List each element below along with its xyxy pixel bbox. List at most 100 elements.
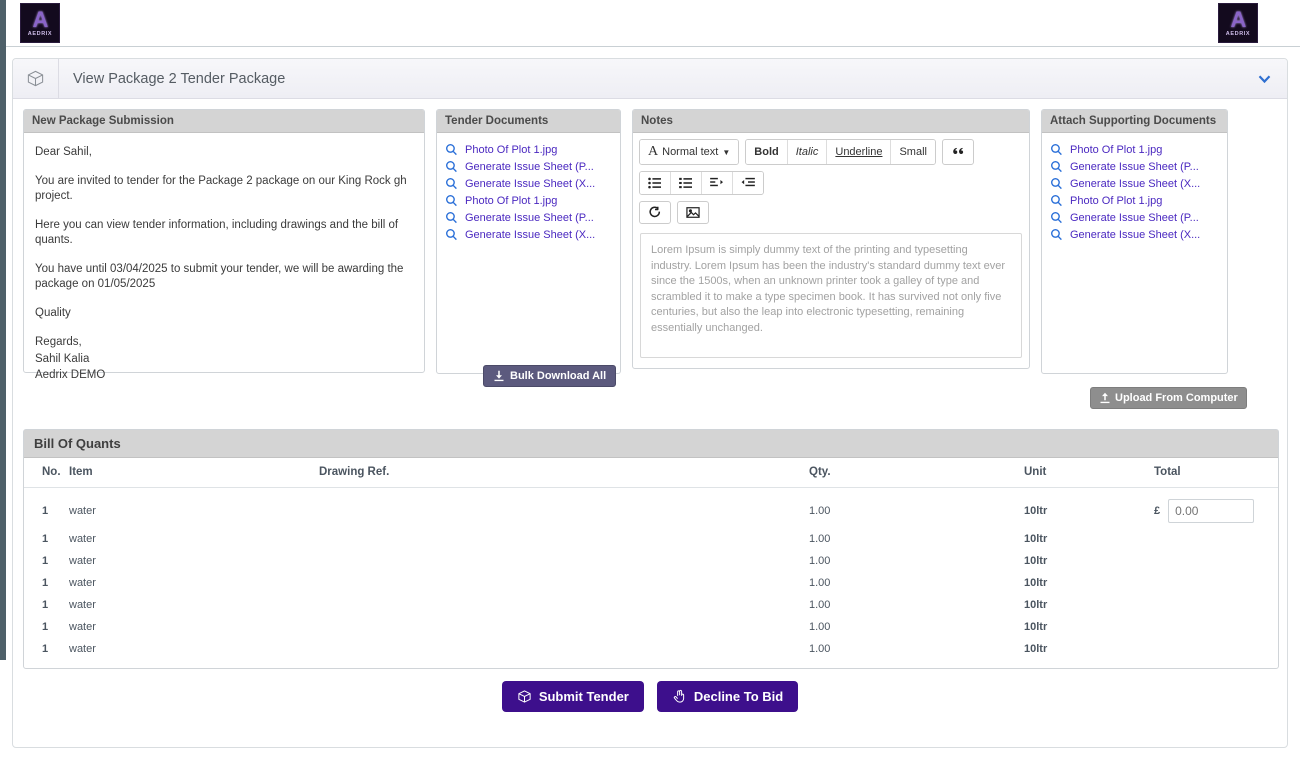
cell-no: 1 (42, 621, 49, 633)
editor-toolbar: A Normal text ▼ Bold Italic Underline Sm… (633, 133, 1029, 195)
document-name: Generate Issue Sheet (P... (465, 211, 594, 224)
list-item[interactable]: Generate Issue Sheet (P... (441, 158, 616, 175)
table-row: 1 water 1.00 10ltr £ (24, 488, 1278, 529)
signoff-name: Sahil Kalia (35, 352, 90, 365)
list-item[interactable]: Photo Of Plot 1.jpg (441, 141, 616, 158)
cell-qty: 1.00 (809, 577, 831, 589)
table-row: 1 water 1.00 10ltr (24, 594, 1278, 616)
submission-line-3: You have until 03/04/2025 to submit your… (35, 262, 404, 291)
list-item[interactable]: Photo Of Plot 1.jpg (441, 192, 616, 209)
font-size-icon: A (648, 144, 659, 159)
brand-logo-left: A AEDRIX (20, 3, 60, 43)
cell-drawing-ref (319, 550, 809, 572)
caret-down-icon: ▼ (722, 147, 731, 157)
attach-supporting-documents-panel: Attach Supporting Documents Photo Of Plo… (1041, 109, 1247, 409)
list-item[interactable]: Generate Issue Sheet (P... (441, 209, 616, 226)
bill-of-quants-panel: Bill Of Quants No. Item Drawing Ref. Qty… (23, 429, 1279, 669)
bulk-download-label: Bulk Download All (510, 370, 607, 382)
image-icon[interactable] (677, 201, 709, 224)
upload-icon (1099, 392, 1111, 404)
panel-title: Attach Supporting Documents (1042, 110, 1227, 133)
decline-to-bid-button[interactable]: Decline To Bid (656, 681, 799, 712)
text-style-label: Normal text (662, 146, 719, 158)
submission-body: Dear Sahil, You are invited to tender fo… (24, 133, 424, 396)
decline-to-bid-label: Decline To Bid (693, 689, 784, 704)
cell-qty: 1.00 (809, 621, 831, 633)
cell-no: 1 (42, 643, 49, 655)
magnifier-icon (1050, 211, 1063, 224)
cell-item: water (69, 533, 96, 545)
panel-title: New Package Submission (24, 110, 424, 133)
column-header-drawing-ref: Drawing Ref. (319, 458, 809, 488)
chevron-down-icon[interactable] (1258, 74, 1271, 83)
outdent-icon[interactable] (733, 172, 763, 194)
signoff-regards: Regards, (35, 336, 82, 349)
cell-qty: 1.00 (809, 643, 831, 655)
column-header-qty: Qty. (809, 458, 1024, 488)
cell-unit: 10ltr (1024, 577, 1048, 589)
link-redo-icon[interactable] (639, 201, 671, 224)
card-header[interactable]: View Package 2 Tender Package (13, 59, 1287, 99)
magnifier-icon (1050, 228, 1063, 241)
cell-no: 1 (42, 533, 49, 545)
text-style-select[interactable]: A Normal text ▼ (640, 140, 739, 164)
magnifier-icon (445, 177, 458, 190)
table-row: 1 water 1.00 10ltr (24, 528, 1278, 550)
magnifier-icon (445, 228, 458, 241)
currency-symbol: £ (1154, 505, 1161, 517)
tender-documents-list: Photo Of Plot 1.jpg Generate Issue Sheet… (437, 133, 620, 243)
list-item[interactable]: Generate Issue Sheet (X... (441, 175, 616, 192)
cell-no: 1 (42, 505, 49, 517)
page-title: View Package 2 Tender Package (73, 70, 286, 87)
table-row: 1 water 1.00 10ltr (24, 572, 1278, 594)
page-edge-strip (0, 0, 6, 660)
total-input[interactable] (1168, 499, 1255, 523)
download-icon (493, 370, 505, 382)
cell-drawing-ref (319, 638, 809, 660)
cell-item: water (69, 621, 96, 633)
submit-tender-button[interactable]: Submit Tender (501, 681, 644, 712)
cell-drawing-ref (319, 528, 809, 550)
list-item[interactable]: Photo Of Plot 1.jpg (1046, 192, 1223, 209)
cell-total: £ (1154, 488, 1278, 529)
cell-qty: 1.00 (809, 599, 831, 611)
logo-mark: A (1230, 6, 1247, 32)
cell-total (1154, 594, 1278, 616)
submission-signoff: Regards, Sahil Kalia Aedrix DEMO (35, 334, 413, 384)
package-box-icon (517, 689, 532, 704)
list-item[interactable]: Photo Of Plot 1.jpg (1046, 141, 1223, 158)
magnifier-icon (1050, 143, 1063, 156)
numbered-list-icon[interactable] (671, 172, 702, 194)
underline-button[interactable]: Underline (827, 140, 892, 164)
list-item[interactable]: Generate Issue Sheet (P... (1046, 209, 1223, 226)
bullet-list-icon[interactable] (640, 172, 671, 194)
notes-text-area[interactable]: Lorem Ipsum is simply dummy text of the … (640, 233, 1022, 358)
list-item[interactable]: Generate Issue Sheet (X... (1046, 226, 1223, 243)
magnifier-icon (1050, 160, 1063, 173)
magnifier-icon (445, 211, 458, 224)
document-name: Generate Issue Sheet (P... (1070, 160, 1199, 173)
italic-button[interactable]: Italic (787, 140, 828, 164)
magnifier-icon (445, 143, 458, 156)
list-item[interactable]: Generate Issue Sheet (P... (1046, 158, 1223, 175)
magnifier-icon (1050, 177, 1063, 190)
cell-total (1154, 550, 1278, 572)
blockquote-icon[interactable] (941, 139, 974, 165)
cell-item: water (69, 577, 96, 589)
upload-from-computer-button[interactable]: Upload From Computer (1090, 387, 1247, 409)
indent-icon[interactable] (702, 172, 733, 194)
panel-title: Notes (633, 110, 1029, 133)
list-item[interactable]: Generate Issue Sheet (X... (1046, 175, 1223, 192)
cell-item: water (69, 643, 96, 655)
magnifier-icon (445, 160, 458, 173)
small-button[interactable]: Small (891, 140, 935, 164)
cell-drawing-ref (319, 594, 809, 616)
column-header-total: Total (1154, 458, 1278, 488)
bulk-download-all-button[interactable]: Bulk Download All (483, 365, 617, 387)
document-name: Photo Of Plot 1.jpg (1070, 194, 1163, 207)
bold-button[interactable]: Bold (746, 140, 788, 164)
list-item[interactable]: Generate Issue Sheet (X... (441, 226, 616, 243)
column-header-unit: Unit (1024, 458, 1154, 488)
brand-logo-right: A AEDRIX (1218, 3, 1258, 43)
logo-wordmark: AEDRIX (27, 30, 53, 37)
